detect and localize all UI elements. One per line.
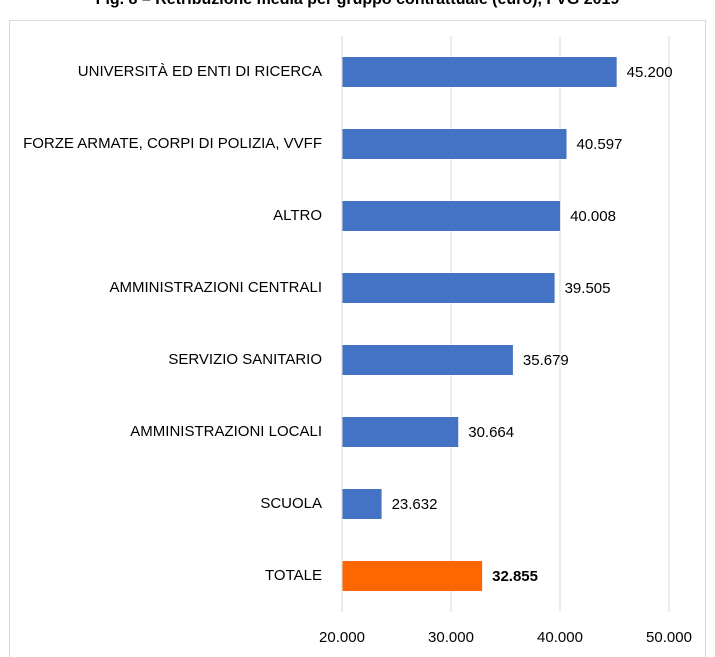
x-tick-label: 50.000 [646, 629, 692, 646]
category-text: AMMINISTRAZIONI LOCALI [130, 423, 322, 440]
y-tick-label: FORZE ARMATE, CORPI DI POLIZIA, VVFF [2, 134, 322, 154]
chart-title: Fig. 8 – Retribuzione media per gruppo c… [0, 0, 715, 9]
bar [342, 345, 513, 375]
value-label: 40.008 [570, 208, 616, 225]
y-tick-label: SERVIZIO SANITARIO [2, 350, 322, 370]
y-tick-label: TOTALE [2, 566, 322, 586]
value-label: 40.597 [577, 136, 623, 153]
category-text: UNIVERSITÀ ED ENTI DI RICERCA [77, 63, 322, 80]
category-text: TOTALE [265, 567, 322, 584]
bar [342, 57, 617, 87]
category-text: FORZE ARMATE, CORPI DI POLIZIA, VVFF [23, 135, 322, 152]
x-tick-label: 20.000 [319, 629, 365, 646]
category-text: SERVIZIO SANITARIO [168, 351, 322, 368]
value-label: 45.200 [627, 64, 673, 81]
y-tick-label: AMMINISTRAZIONI CENTRALI [2, 278, 322, 298]
x-tick-label: 40.000 [537, 629, 583, 646]
y-tick-label: UNIVERSITÀ ED ENTI DI RICERCA [2, 62, 322, 82]
bar [342, 201, 561, 231]
y-tick-label: AMMINISTRAZIONI LOCALI [2, 422, 322, 442]
bar [342, 129, 567, 159]
y-tick-label: ALTRO [2, 206, 322, 226]
category-text: SCUOLA [260, 495, 322, 512]
category-text: AMMINISTRAZIONI CENTRALI [109, 279, 322, 296]
value-label: 30.664 [468, 424, 514, 441]
value-label: 39.505 [565, 280, 611, 297]
bar [342, 417, 459, 447]
y-tick-label: SCUOLA [2, 494, 322, 514]
bar [342, 561, 483, 591]
category-text: ALTRO [273, 207, 322, 224]
chart-frame [9, 20, 706, 657]
bar [342, 489, 382, 519]
bar [342, 273, 555, 303]
value-label: 32.855 [492, 568, 538, 585]
value-label: 23.632 [392, 496, 438, 513]
x-tick-label: 30.000 [428, 629, 474, 646]
value-label: 35.679 [523, 352, 569, 369]
